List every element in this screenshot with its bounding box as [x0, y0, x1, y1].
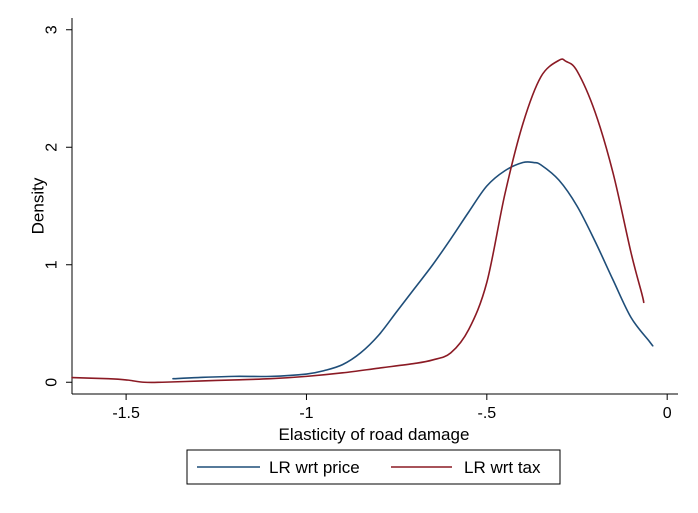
axes: [71, 18, 678, 395]
y-axis-label: Density: [29, 177, 48, 234]
y-tick-label: 2: [44, 143, 61, 152]
legend-label-tax: LR wrt tax: [464, 458, 541, 477]
x-tick-label: -.5: [477, 405, 496, 422]
x-tick-label: 0: [663, 405, 672, 422]
x-tick-label: -1: [299, 405, 313, 422]
legend: LR wrt price LR wrt tax: [186, 449, 561, 485]
y-tick-label: 0: [44, 378, 61, 387]
y-tick-label: 3: [44, 25, 61, 34]
x-ticks: -1.5 -1 -.5 0: [112, 394, 672, 422]
series-line-price: [172, 161, 654, 380]
x-axis-label: Elasticity of road damage: [279, 425, 470, 444]
legend-box: [186, 449, 561, 485]
legend-label-price: LR wrt price: [269, 458, 360, 477]
series-line-tax: [71, 58, 645, 384]
y-ticks: 0 1 2 3: [44, 25, 72, 387]
series-layer: [71, 58, 654, 384]
x-tick-label: -1.5: [112, 405, 140, 422]
y-tick-label: 1: [44, 260, 61, 269]
